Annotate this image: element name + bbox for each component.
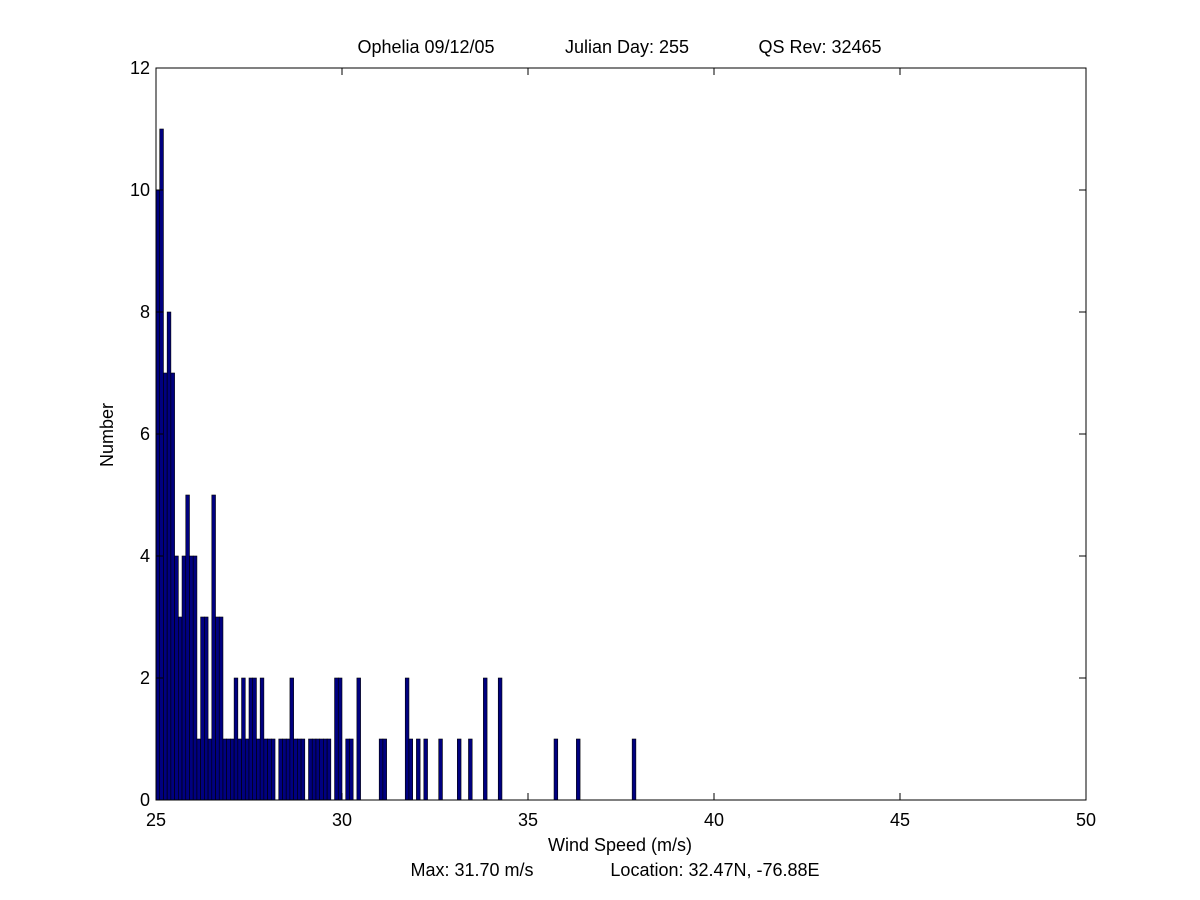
- x-tick-label: 40: [704, 810, 724, 830]
- histogram-bar: [553, 738, 559, 801]
- histogram-bar: [315, 738, 320, 801]
- histogram-bar: [263, 738, 268, 801]
- y-axis-label: Number: [97, 403, 117, 467]
- histogram-bar: [226, 738, 231, 801]
- histogram-bar: [211, 494, 216, 801]
- histogram-bar: [282, 738, 287, 801]
- histogram-bar: [256, 738, 261, 801]
- x-tick-label: 50: [1076, 810, 1096, 830]
- histogram-bar: [416, 738, 421, 801]
- histogram-bar: [483, 677, 488, 801]
- chart-title-storm: Ophelia 09/12/05: [357, 37, 494, 57]
- histogram-bar: [345, 738, 350, 801]
- x-tick-label: 25: [146, 810, 166, 830]
- x-tick-label: 30: [332, 810, 352, 830]
- histogram-bar: [289, 677, 294, 801]
- y-tick-label: 0: [140, 790, 150, 810]
- histogram-bar: [218, 616, 224, 801]
- histogram-bar: [285, 738, 291, 801]
- histogram-bar: [408, 738, 413, 801]
- x-tick-label: 35: [518, 810, 538, 830]
- y-tick-label: 2: [140, 668, 150, 688]
- histogram-bar: [337, 677, 343, 801]
- histogram-bar: [468, 738, 473, 801]
- histogram-bar: [181, 555, 187, 801]
- histogram-bar: [222, 738, 227, 801]
- histogram-bar: [497, 677, 503, 801]
- histogram-bar: [423, 738, 428, 801]
- histogram-bar: [576, 738, 581, 801]
- histogram-bar: [174, 555, 179, 801]
- y-tick-label: 8: [140, 302, 150, 322]
- chart-title-julian-day: Julian Day: 255: [565, 37, 689, 57]
- histogram-bar: [170, 372, 175, 801]
- y-tick-label: 6: [140, 424, 150, 444]
- histogram-bar: [252, 677, 257, 801]
- x-tick-label: 45: [890, 810, 910, 830]
- histogram-bar: [166, 311, 172, 801]
- histogram-bar: [631, 738, 637, 801]
- histogram-bar: [334, 677, 339, 801]
- chart-title-qs-rev: QS Rev: 32465: [758, 37, 881, 57]
- histogram-bar: [259, 677, 265, 801]
- histogram-bar: [278, 738, 283, 801]
- y-tick-label: 10: [130, 180, 150, 200]
- histogram-bar: [159, 128, 164, 801]
- plot-area-frame: [155, 67, 1087, 801]
- histogram-bar: [237, 738, 242, 801]
- footer-location: Location: 32.47N, -76.88E: [610, 860, 819, 880]
- histogram-bar: [244, 738, 250, 801]
- histogram-bar: [196, 738, 201, 801]
- histogram-bar: [457, 738, 462, 801]
- histogram-bar: [248, 677, 254, 801]
- histogram-bar: [438, 738, 443, 801]
- y-tick-label: 12: [130, 58, 150, 78]
- histogram-bar: [233, 677, 239, 801]
- histogram-bar: [189, 555, 194, 801]
- histogram-bar: [326, 738, 332, 801]
- axis-ticks: 25 30 35 40 45 50 0 2 4 6 8 10 12: [130, 58, 1096, 830]
- histogram-bar: [241, 677, 246, 801]
- histogram-bar: [200, 616, 205, 801]
- histogram-bar: [297, 738, 302, 801]
- histogram-bar: [404, 677, 410, 801]
- histogram-bar: [207, 738, 213, 801]
- histogram-bar: [356, 677, 361, 801]
- histogram-bar: [300, 738, 306, 801]
- histogram-bar: [323, 738, 328, 801]
- histogram-bar: [308, 738, 313, 801]
- histogram-bar: [215, 616, 220, 801]
- histogram-bar: [319, 738, 324, 801]
- histogram-bar: [192, 555, 198, 801]
- histogram-bars: [155, 128, 637, 801]
- histogram-bar: [311, 738, 317, 801]
- histogram-bar: [230, 738, 235, 801]
- histogram-bar: [155, 189, 161, 801]
- histogram-bar: [204, 616, 209, 801]
- x-axis-label: Wind Speed (m/s): [548, 835, 692, 855]
- histogram-bar: [293, 738, 298, 801]
- histogram-bar: [185, 494, 190, 801]
- histogram-bar: [267, 738, 272, 801]
- histogram-bar: [163, 372, 168, 801]
- histogram-bar: [178, 616, 183, 801]
- histogram-bar: [378, 738, 384, 801]
- histogram-bar: [382, 738, 387, 801]
- histogram-bar: [349, 738, 354, 801]
- histogram-bar: [271, 738, 276, 801]
- y-tick-label: 4: [140, 546, 150, 566]
- footer-max-speed: Max: 31.70 m/s: [410, 860, 533, 880]
